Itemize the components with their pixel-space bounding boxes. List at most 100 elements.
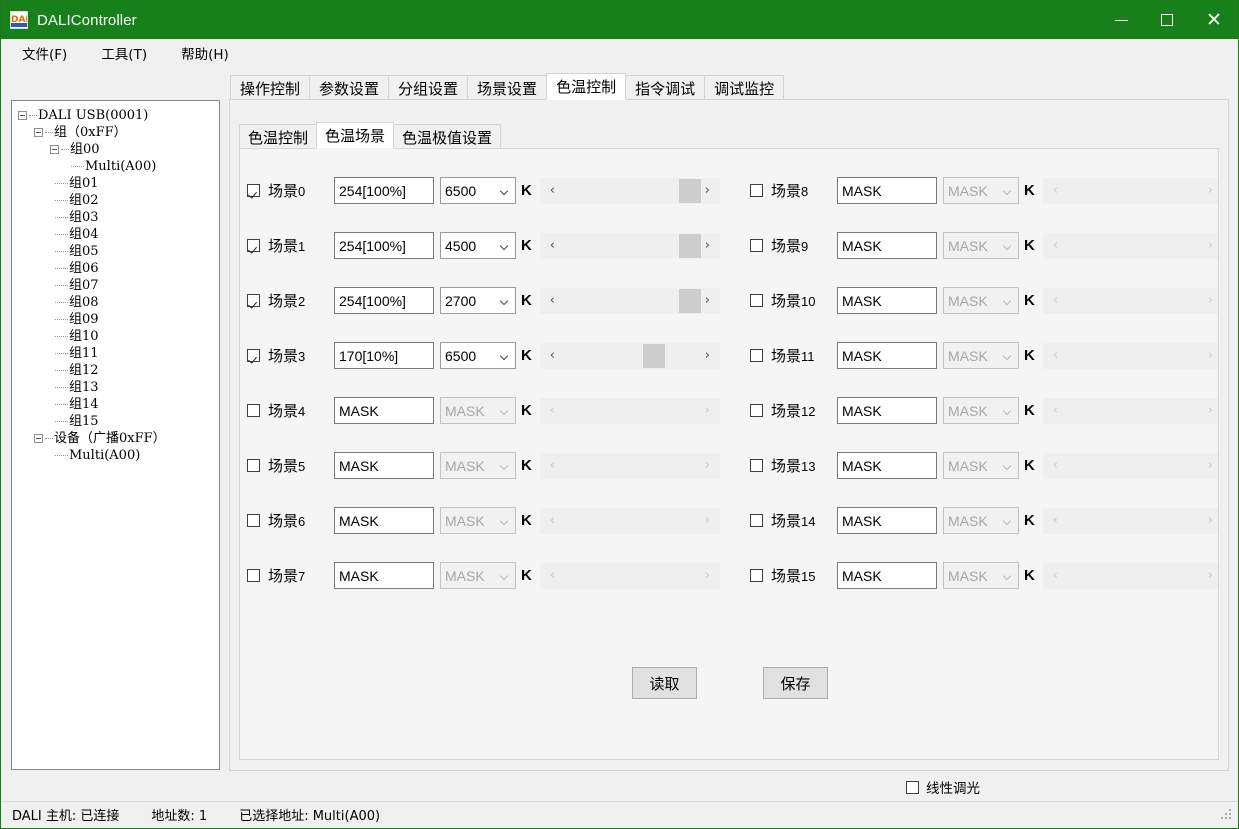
tab-group-settings[interactable]: 分组设置 bbox=[388, 75, 469, 100]
slider-left-arrow-icon[interactable]: ‹ bbox=[549, 568, 555, 583]
subtab-color-temp-limits[interactable]: 色温极值设置 bbox=[393, 124, 502, 149]
scene-temp-slider-0[interactable]: ‹ › bbox=[539, 177, 720, 204]
scene-level-input-12[interactable]: MASK bbox=[837, 397, 937, 424]
tree-collapse-icon[interactable] bbox=[18, 111, 27, 120]
slider-left-arrow-icon[interactable]: ‹ bbox=[1052, 238, 1058, 253]
slider-right-arrow-icon[interactable]: › bbox=[704, 183, 710, 198]
scene-temp-slider-9[interactable]: ‹ › bbox=[1042, 232, 1218, 259]
scene-temp-slider-14[interactable]: ‹ › bbox=[1042, 507, 1218, 534]
tree-collapse-icon[interactable] bbox=[34, 128, 43, 137]
scene-temp-slider-2[interactable]: ‹ › bbox=[539, 287, 720, 314]
scene-temp-slider-1[interactable]: ‹ › bbox=[539, 232, 720, 259]
scene-level-input-5[interactable]: MASK bbox=[334, 452, 434, 479]
scene-enable-checkbox-10[interactable] bbox=[750, 294, 763, 307]
slider-right-arrow-icon[interactable]: › bbox=[704, 513, 710, 528]
read-button[interactable]: 读取 bbox=[632, 667, 697, 699]
slider-right-arrow-icon[interactable]: › bbox=[704, 238, 710, 253]
scene-level-input-13[interactable]: MASK bbox=[837, 452, 937, 479]
minimize-button[interactable] bbox=[1098, 1, 1144, 39]
device-tree-panel[interactable]: DALI USB(0001) 组（0xFF） 组00 Multi(A00) 组01 组02… bbox=[11, 100, 220, 770]
slider-left-arrow-icon[interactable]: ‹ bbox=[549, 513, 555, 528]
scene-enable-checkbox-6[interactable] bbox=[247, 514, 260, 527]
tab-color-temp-control[interactable]: 色温控制 bbox=[546, 73, 627, 100]
scene-temp-select-14[interactable]: MASK bbox=[943, 507, 1019, 534]
resize-grip-icon[interactable] bbox=[1221, 808, 1233, 821]
tree-node[interactable]: 组07 bbox=[18, 277, 219, 294]
slider-thumb[interactable] bbox=[678, 233, 701, 258]
scene-temp-slider-12[interactable]: ‹ › bbox=[1042, 397, 1218, 424]
scene-enable-checkbox-11[interactable] bbox=[750, 349, 763, 362]
scene-temp-slider-10[interactable]: ‹ › bbox=[1042, 287, 1218, 314]
scene-enable-checkbox-12[interactable] bbox=[750, 404, 763, 417]
scene-temp-select-5[interactable]: MASK bbox=[440, 452, 516, 479]
scene-enable-checkbox-15[interactable] bbox=[750, 569, 763, 582]
scene-level-input-9[interactable]: MASK bbox=[837, 232, 937, 259]
slider-left-arrow-icon[interactable]: ‹ bbox=[1052, 568, 1058, 583]
tree-node[interactable]: 组09 bbox=[18, 311, 219, 328]
scene-level-input-14[interactable]: MASK bbox=[837, 507, 937, 534]
slider-thumb[interactable] bbox=[678, 178, 701, 203]
slider-right-arrow-icon[interactable]: › bbox=[1207, 403, 1213, 418]
scene-enable-checkbox-5[interactable] bbox=[247, 459, 260, 472]
tree-node[interactable]: 组12 bbox=[18, 362, 219, 379]
maximize-button[interactable] bbox=[1144, 1, 1190, 39]
scene-level-input-0[interactable]: 254[100%] bbox=[334, 177, 434, 204]
tree-node[interactable]: 设备（广播0xFF） bbox=[18, 430, 219, 447]
slider-right-arrow-icon[interactable]: › bbox=[1207, 568, 1213, 583]
scene-level-input-1[interactable]: 254[100%] bbox=[334, 232, 434, 259]
tree-node[interactable]: 组03 bbox=[18, 209, 219, 226]
close-button[interactable]: ✕ bbox=[1190, 1, 1238, 39]
scene-temp-slider-3[interactable]: ‹ › bbox=[539, 342, 720, 369]
tree-node[interactable]: 组15 bbox=[18, 413, 219, 430]
menu-item-file[interactable]: 文件(F) bbox=[22, 47, 68, 63]
slider-right-arrow-icon[interactable]: › bbox=[1207, 458, 1213, 473]
tree-collapse-icon[interactable] bbox=[34, 434, 43, 443]
tree-node[interactable]: 组13 bbox=[18, 379, 219, 396]
scene-temp-select-11[interactable]: MASK bbox=[943, 342, 1019, 369]
tree-node[interactable]: 组10 bbox=[18, 328, 219, 345]
slider-left-arrow-icon[interactable]: ‹ bbox=[549, 458, 555, 473]
slider-left-arrow-icon[interactable]: ‹ bbox=[549, 348, 555, 363]
linear-dimming-checkbox[interactable] bbox=[906, 780, 919, 794]
subtab-color-temp-control[interactable]: 色温控制 bbox=[239, 124, 318, 149]
scene-temp-slider-13[interactable]: ‹ › bbox=[1042, 452, 1218, 479]
slider-right-arrow-icon[interactable]: › bbox=[704, 348, 710, 363]
scene-level-input-8[interactable]: MASK bbox=[837, 177, 937, 204]
tab-operation-control[interactable]: 操作控制 bbox=[230, 75, 311, 100]
scene-temp-slider-6[interactable]: ‹ › bbox=[539, 507, 720, 534]
tab-debug-monitor[interactable]: 调试监控 bbox=[704, 75, 785, 100]
slider-right-arrow-icon[interactable]: › bbox=[1207, 238, 1213, 253]
save-button[interactable]: 保存 bbox=[763, 667, 828, 699]
tree-node[interactable]: 组14 bbox=[18, 396, 219, 413]
tree-node[interactable]: 组02 bbox=[18, 192, 219, 209]
scene-temp-select-13[interactable]: MASK bbox=[943, 452, 1019, 479]
scene-temp-select-4[interactable]: MASK bbox=[440, 397, 516, 424]
tree-collapse-icon[interactable] bbox=[50, 145, 59, 154]
scene-temp-select-9[interactable]: MASK bbox=[943, 232, 1019, 259]
tree-node[interactable]: 组08 bbox=[18, 294, 219, 311]
slider-left-arrow-icon[interactable]: ‹ bbox=[1052, 183, 1058, 198]
scene-enable-checkbox-2[interactable] bbox=[247, 294, 260, 307]
tree-node[interactable]: DALI USB(0001) bbox=[18, 107, 219, 124]
scene-temp-select-15[interactable]: MASK bbox=[943, 562, 1019, 589]
tree-node[interactable]: Multi(A00) bbox=[18, 158, 219, 175]
slider-left-arrow-icon[interactable]: ‹ bbox=[1052, 458, 1058, 473]
scene-temp-select-3[interactable]: 6500 bbox=[440, 342, 516, 369]
scene-level-input-3[interactable]: 170[10%] bbox=[334, 342, 434, 369]
slider-right-arrow-icon[interactable]: › bbox=[704, 568, 710, 583]
scene-temp-select-7[interactable]: MASK bbox=[440, 562, 516, 589]
scene-enable-checkbox-9[interactable] bbox=[750, 239, 763, 252]
slider-right-arrow-icon[interactable]: › bbox=[704, 458, 710, 473]
tree-node[interactable]: Multi(A00) bbox=[18, 447, 219, 464]
scene-temp-select-2[interactable]: 2700 bbox=[440, 287, 516, 314]
slider-left-arrow-icon[interactable]: ‹ bbox=[549, 403, 555, 418]
scene-enable-checkbox-0[interactable] bbox=[247, 184, 260, 197]
scene-level-input-2[interactable]: 254[100%] bbox=[334, 287, 434, 314]
slider-left-arrow-icon[interactable]: ‹ bbox=[1052, 348, 1058, 363]
slider-right-arrow-icon[interactable]: › bbox=[704, 293, 710, 308]
scene-enable-checkbox-4[interactable] bbox=[247, 404, 260, 417]
scene-level-input-6[interactable]: MASK bbox=[334, 507, 434, 534]
scene-temp-slider-15[interactable]: ‹ › bbox=[1042, 562, 1218, 589]
scene-temp-slider-4[interactable]: ‹ › bbox=[539, 397, 720, 424]
tree-node[interactable]: 组06 bbox=[18, 260, 219, 277]
